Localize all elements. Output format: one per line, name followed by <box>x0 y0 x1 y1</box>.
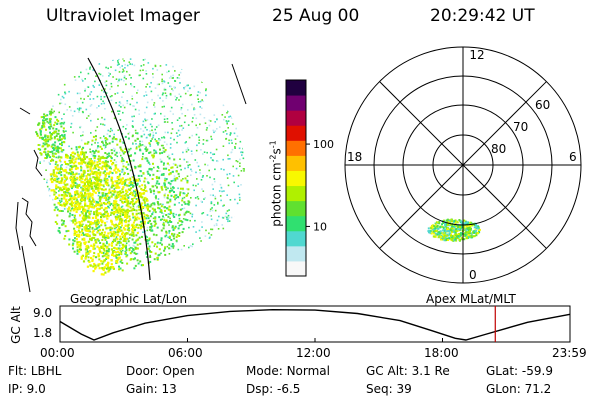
mlt-label: 18 <box>347 150 362 164</box>
colorbar-swatch <box>286 125 306 141</box>
meta-key: Dsp: <box>246 382 274 396</box>
limb-line <box>19 107 31 115</box>
meta-value: Open <box>162 364 195 378</box>
colorbar-swatch <box>286 80 306 96</box>
altitude-curve <box>59 308 571 341</box>
timeline-frame <box>59 305 571 343</box>
colorbar: 100 10 <box>285 79 334 277</box>
apex-caption: Apex MLat/MLT <box>426 292 516 306</box>
colorbar-label: photon cm-2s-1 <box>268 140 284 227</box>
meta-value: 9.0 <box>26 382 46 396</box>
meta-value: 3.1 Re <box>411 364 450 378</box>
ytick-label: 1.8 <box>33 326 53 340</box>
meta-key: IP: <box>8 382 23 396</box>
observation-time: 20:29:42 UT <box>430 6 535 26</box>
xtick-label: 06:00 <box>168 346 203 360</box>
meta-key: GLon: <box>486 382 521 396</box>
mlt-label: 0 <box>469 268 477 282</box>
meta-key: GC Alt: <box>366 364 408 378</box>
geographic-image <box>15 57 247 293</box>
limb-line <box>21 245 31 293</box>
geographic-caption: Geographic Lat/Lon <box>70 292 188 306</box>
ytick-label: 9.0 <box>33 306 53 320</box>
latitude-label: 60 <box>535 98 550 112</box>
colorbar-swatch <box>286 170 306 187</box>
latitude-label: 70 <box>513 120 528 134</box>
meta-key: Seq: <box>366 382 393 396</box>
meta-value: Normal <box>286 364 330 378</box>
coastline <box>33 149 43 177</box>
meta-value: 39 <box>396 382 412 396</box>
colorbar-swatch <box>286 260 306 277</box>
colorbar-swatch <box>286 215 306 232</box>
meta-value: 71.2 <box>524 382 552 396</box>
colorbar-tick-label: 10 <box>313 220 327 233</box>
meta-value: 13 <box>161 382 177 396</box>
meta-key: GLat: <box>486 364 519 378</box>
colorbar-swatch <box>286 185 306 202</box>
meridian-line <box>379 81 547 249</box>
meta-value: -6.5 <box>276 382 301 396</box>
colorbar-swatch <box>286 110 306 126</box>
limb-line <box>231 63 247 105</box>
mlt-label: 6 <box>569 150 577 164</box>
colorbar-swatch <box>286 245 306 262</box>
xtick-label: 00:00 <box>40 346 75 360</box>
latitude-label: 80 <box>491 142 506 156</box>
meta-key: Flt: <box>8 364 27 378</box>
mlt-label: 12 <box>469 48 484 62</box>
observation-date: 25 Aug 00 <box>272 6 360 26</box>
colorbar-swatch <box>286 230 306 247</box>
coastline <box>15 201 21 251</box>
coastline <box>21 197 37 247</box>
xtick-label: 23:59 <box>552 346 587 360</box>
timeline-ylabel: GC Alt <box>9 306 23 344</box>
terminator-line <box>87 57 151 281</box>
colorbar-tick-label: 100 <box>313 138 334 151</box>
colorbar-swatch <box>286 140 306 156</box>
colorbar-swatch <box>286 95 306 111</box>
instrument-title: Ultraviolet Imager <box>46 6 200 26</box>
meta-value: LBHL <box>30 364 62 378</box>
xtick-label: 12:00 <box>296 346 331 360</box>
meta-value: -59.9 <box>521 364 553 378</box>
timeline-plot <box>59 305 571 343</box>
meta-key: Mode: <box>246 364 283 378</box>
meta-key: Gain: <box>126 382 158 396</box>
xtick-label: 18:00 <box>424 346 459 360</box>
colorbar-swatch <box>286 155 306 171</box>
colorbar-swatch <box>286 200 306 217</box>
meta-key: Door: <box>126 364 159 378</box>
